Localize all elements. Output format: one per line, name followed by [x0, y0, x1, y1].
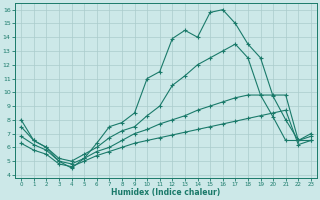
X-axis label: Humidex (Indice chaleur): Humidex (Indice chaleur) [111, 188, 221, 197]
